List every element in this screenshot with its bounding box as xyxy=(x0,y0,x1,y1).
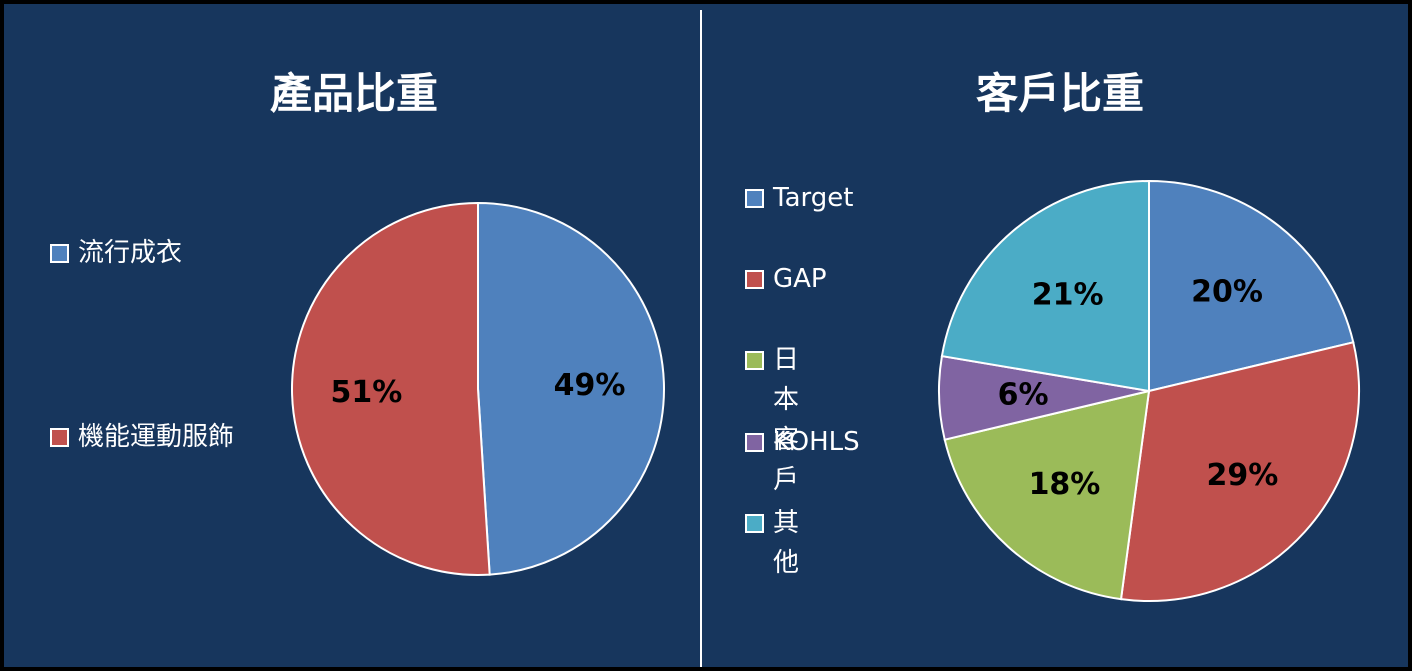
customer-share-panel: 客戶比重 Target GAP 日本客戶 KOHLS 其他 2 xyxy=(702,4,1408,667)
slice-data-label: 21% xyxy=(1032,277,1104,312)
legend-label: 其他 xyxy=(773,508,800,578)
slice-data-label: 29% xyxy=(1207,458,1279,493)
chart-title: 產品比重 xyxy=(269,69,438,118)
legend-item: 其他 xyxy=(745,503,799,583)
legend-item: KOHLS xyxy=(745,422,860,462)
slice-data-label: 49% xyxy=(554,368,626,403)
pie-slice xyxy=(1119,341,1360,602)
pie-slice xyxy=(943,389,1151,601)
legend-label: 流行成衣 xyxy=(78,238,183,268)
pie-slice xyxy=(477,201,665,576)
legend-item: 機能運動服飾 xyxy=(50,417,260,457)
legend-label: 日本客戶 xyxy=(773,345,800,495)
legend-swatch xyxy=(745,433,764,452)
legend-item: 流行成衣 xyxy=(50,233,240,273)
pie-slice xyxy=(291,201,491,576)
pie-slice xyxy=(1148,179,1355,393)
legend-swatch xyxy=(745,189,764,208)
slice-data-label: 6% xyxy=(998,378,1049,413)
slice-data-label: 20% xyxy=(1191,275,1263,310)
slice-data-label: 51% xyxy=(331,375,403,410)
legend-item: 日本客戶 xyxy=(745,340,799,500)
legend-swatch xyxy=(745,514,764,533)
legend-label: KOHLS xyxy=(773,427,860,457)
legend-swatch xyxy=(50,428,69,447)
pie-chart: 49% 51% xyxy=(291,201,665,576)
panel-divider xyxy=(700,10,702,667)
slice-data-label: 18% xyxy=(1029,467,1101,502)
legend-label: Target xyxy=(773,183,854,213)
legend-item: GAP xyxy=(745,259,827,299)
legend-label: GAP xyxy=(773,264,827,294)
legend-swatch xyxy=(745,270,764,289)
legend-swatch xyxy=(50,244,69,263)
legend-item: Target xyxy=(745,178,853,218)
pie-slice xyxy=(940,179,1150,393)
legend-label: 機能運動服飾 xyxy=(78,422,235,452)
product-share-panel: 產品比重 流行成衣 機能運動服飾 49% 51% xyxy=(4,4,700,667)
pie-chart: 20% 29% 18% 6% 21% xyxy=(938,179,1360,602)
legend-swatch xyxy=(745,351,764,370)
chart-title: 客戶比重 xyxy=(975,69,1144,118)
